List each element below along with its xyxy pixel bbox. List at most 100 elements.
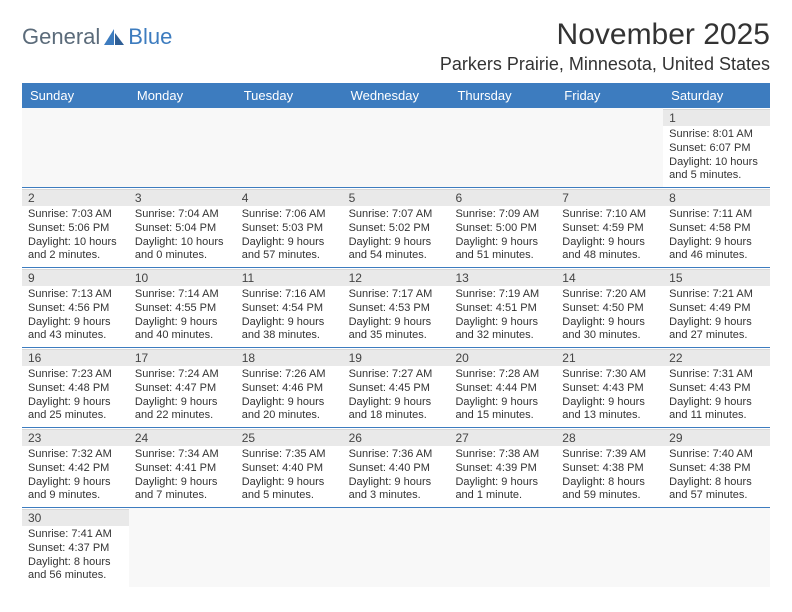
- day-number: 14: [556, 269, 663, 286]
- sunrise-text: Sunrise: 7:39 AM: [562, 448, 657, 462]
- title-block: November 2025 Parkers Prairie, Minnesota…: [440, 18, 770, 75]
- daylight-text: Daylight: 10 hours and 5 minutes.: [669, 156, 764, 184]
- day-number: 9: [22, 269, 129, 286]
- day-cell: 9Sunrise: 7:13 AMSunset: 4:56 PMDaylight…: [22, 268, 129, 347]
- sunrise-text: Sunrise: 7:40 AM: [669, 448, 764, 462]
- day-number: 25: [236, 429, 343, 446]
- daylight-text: Daylight: 9 hours and 1 minute.: [455, 476, 550, 504]
- daylight-text: Daylight: 10 hours and 0 minutes.: [135, 236, 230, 264]
- sunrise-text: Sunrise: 7:16 AM: [242, 288, 337, 302]
- daylight-text: Daylight: 9 hours and 15 minutes.: [455, 396, 550, 424]
- day-cell: 24Sunrise: 7:34 AMSunset: 4:41 PMDayligh…: [129, 428, 236, 507]
- day-cell: 23Sunrise: 7:32 AMSunset: 4:42 PMDayligh…: [22, 428, 129, 507]
- weekday-header: SundayMondayTuesdayWednesdayThursdayFrid…: [22, 83, 770, 108]
- sunset-text: Sunset: 4:46 PM: [242, 382, 337, 396]
- day-cell: 12Sunrise: 7:17 AMSunset: 4:53 PMDayligh…: [343, 268, 450, 347]
- sunrise-text: Sunrise: 7:35 AM: [242, 448, 337, 462]
- week-row: 2Sunrise: 7:03 AMSunset: 5:06 PMDaylight…: [22, 188, 770, 268]
- brand-logo: General Blue: [22, 24, 172, 50]
- weekday-label: Sunday: [22, 83, 129, 108]
- calendar: SundayMondayTuesdayWednesdayThursdayFrid…: [22, 83, 770, 587]
- day-number: 16: [22, 349, 129, 366]
- sunrise-text: Sunrise: 7:28 AM: [455, 368, 550, 382]
- empty-cell: [663, 508, 770, 587]
- daylight-text: Daylight: 9 hours and 54 minutes.: [349, 236, 444, 264]
- empty-cell: [129, 508, 236, 587]
- day-cell: 11Sunrise: 7:16 AMSunset: 4:54 PMDayligh…: [236, 268, 343, 347]
- day-cell: 22Sunrise: 7:31 AMSunset: 4:43 PMDayligh…: [663, 348, 770, 427]
- daylight-text: Daylight: 9 hours and 30 minutes.: [562, 316, 657, 344]
- daylight-text: Daylight: 9 hours and 20 minutes.: [242, 396, 337, 424]
- weekday-label: Tuesday: [236, 83, 343, 108]
- day-number: 8: [663, 189, 770, 206]
- sunrise-text: Sunrise: 7:10 AM: [562, 208, 657, 222]
- daylight-text: Daylight: 9 hours and 27 minutes.: [669, 316, 764, 344]
- sunset-text: Sunset: 4:51 PM: [455, 302, 550, 316]
- day-cell: 28Sunrise: 7:39 AMSunset: 4:38 PMDayligh…: [556, 428, 663, 507]
- day-number: 17: [129, 349, 236, 366]
- empty-cell: [556, 508, 663, 587]
- day-cell: 16Sunrise: 7:23 AMSunset: 4:48 PMDayligh…: [22, 348, 129, 427]
- sunrise-text: Sunrise: 7:23 AM: [28, 368, 123, 382]
- empty-cell: [236, 508, 343, 587]
- day-number: 13: [449, 269, 556, 286]
- sunset-text: Sunset: 5:03 PM: [242, 222, 337, 236]
- sunrise-text: Sunrise: 7:32 AM: [28, 448, 123, 462]
- daylight-text: Daylight: 9 hours and 48 minutes.: [562, 236, 657, 264]
- daylight-text: Daylight: 9 hours and 7 minutes.: [135, 476, 230, 504]
- day-number: 4: [236, 189, 343, 206]
- empty-cell: [129, 108, 236, 187]
- weekday-label: Friday: [556, 83, 663, 108]
- day-number: 11: [236, 269, 343, 286]
- day-number: 19: [343, 349, 450, 366]
- location-text: Parkers Prairie, Minnesota, United State…: [440, 54, 770, 75]
- daylight-text: Daylight: 9 hours and 11 minutes.: [669, 396, 764, 424]
- sunrise-text: Sunrise: 7:13 AM: [28, 288, 123, 302]
- daylight-text: Daylight: 9 hours and 9 minutes.: [28, 476, 123, 504]
- empty-cell: [236, 108, 343, 187]
- day-cell: 15Sunrise: 7:21 AMSunset: 4:49 PMDayligh…: [663, 268, 770, 347]
- weeks-container: 1Sunrise: 8:01 AMSunset: 6:07 PMDaylight…: [22, 108, 770, 587]
- sunrise-text: Sunrise: 7:19 AM: [455, 288, 550, 302]
- header: General Blue November 2025 Parkers Prair…: [22, 18, 770, 75]
- day-cell: 21Sunrise: 7:30 AMSunset: 4:43 PMDayligh…: [556, 348, 663, 427]
- sunrise-text: Sunrise: 7:14 AM: [135, 288, 230, 302]
- day-number: 15: [663, 269, 770, 286]
- sunset-text: Sunset: 5:06 PM: [28, 222, 123, 236]
- sunset-text: Sunset: 4:39 PM: [455, 462, 550, 476]
- day-number: 29: [663, 429, 770, 446]
- day-cell: 26Sunrise: 7:36 AMSunset: 4:40 PMDayligh…: [343, 428, 450, 507]
- weekday-label: Thursday: [449, 83, 556, 108]
- day-cell: 3 Sunrise: 7:04 AMSunset: 5:04 PMDaylight…: [129, 188, 236, 267]
- sunrise-text: Sunrise: 7:17 AM: [349, 288, 444, 302]
- sunrise-text: Sunrise: 7:27 AM: [349, 368, 444, 382]
- sunset-text: Sunset: 4:45 PM: [349, 382, 444, 396]
- sunset-text: Sunset: 4:47 PM: [135, 382, 230, 396]
- daylight-text: Daylight: 9 hours and 3 minutes.: [349, 476, 444, 504]
- daylight-text: Daylight: 9 hours and 18 minutes.: [349, 396, 444, 424]
- sunrise-text: Sunrise: 8:01 AM: [669, 128, 764, 142]
- daylight-text: Daylight: 9 hours and 57 minutes.: [242, 236, 337, 264]
- day-number: 12: [343, 269, 450, 286]
- day-number: 3: [129, 189, 236, 206]
- empty-cell: [22, 108, 129, 187]
- sunrise-text: Sunrise: 7:21 AM: [669, 288, 764, 302]
- day-cell: 19 Sunrise: 7:27 AMSunset: 4:45 PMDayligh…: [343, 348, 450, 427]
- day-cell: 13Sunrise: 7:19 AMSunset: 4:51 PMDayligh…: [449, 268, 556, 347]
- day-number: 22: [663, 349, 770, 366]
- weekday-label: Wednesday: [343, 83, 450, 108]
- day-number: 27: [449, 429, 556, 446]
- sunset-text: Sunset: 4:43 PM: [562, 382, 657, 396]
- daylight-text: Daylight: 9 hours and 25 minutes.: [28, 396, 123, 424]
- sunrise-text: Sunrise: 7:04 AM: [135, 208, 230, 222]
- sunset-text: Sunset: 5:04 PM: [135, 222, 230, 236]
- daylight-text: Daylight: 10 hours and 2 minutes.: [28, 236, 123, 264]
- month-title: November 2025: [440, 18, 770, 52]
- sunset-text: Sunset: 5:00 PM: [455, 222, 550, 236]
- sunrise-text: Sunrise: 7:34 AM: [135, 448, 230, 462]
- week-row: 23Sunrise: 7:32 AMSunset: 4:42 PMDayligh…: [22, 428, 770, 508]
- day-cell: 10Sunrise: 7:14 AMSunset: 4:55 PMDayligh…: [129, 268, 236, 347]
- daylight-text: Daylight: 9 hours and 5 minutes.: [242, 476, 337, 504]
- day-cell: 14Sunrise: 7:20 AMSunset: 4:50 PMDayligh…: [556, 268, 663, 347]
- daylight-text: Daylight: 9 hours and 40 minutes.: [135, 316, 230, 344]
